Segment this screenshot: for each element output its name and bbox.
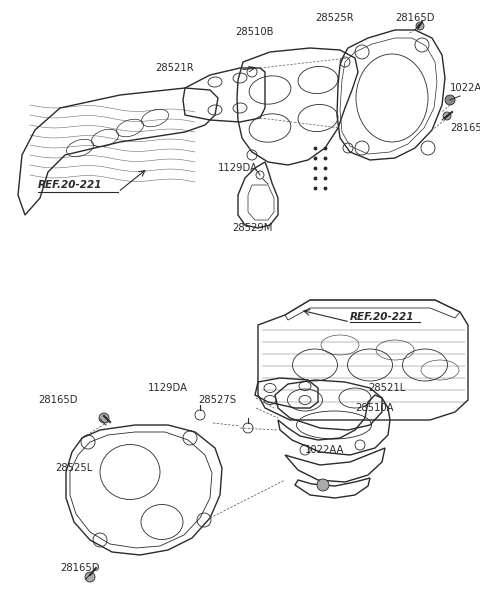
Text: 28510B: 28510B [236, 27, 274, 37]
Circle shape [443, 112, 451, 120]
Circle shape [445, 95, 455, 105]
Text: 1129DA: 1129DA [218, 163, 258, 173]
Text: 28527S: 28527S [198, 395, 236, 405]
Text: 28165D: 28165D [60, 563, 100, 573]
Text: 28165D: 28165D [38, 395, 77, 405]
Text: 28525R: 28525R [316, 13, 354, 23]
Circle shape [317, 479, 329, 491]
Text: 28521R: 28521R [156, 63, 194, 73]
Text: 28510A: 28510A [355, 403, 394, 413]
Text: REF.20-221: REF.20-221 [38, 180, 103, 190]
Text: 28521L: 28521L [368, 383, 405, 393]
Text: 28165D: 28165D [450, 123, 480, 133]
Text: 28525L: 28525L [55, 463, 92, 473]
Text: 28165D: 28165D [395, 13, 435, 23]
Circle shape [85, 572, 95, 582]
Text: 28529M: 28529M [232, 223, 272, 233]
Text: 1022AA: 1022AA [305, 445, 344, 455]
Circle shape [99, 413, 109, 423]
Text: REF.20-221: REF.20-221 [350, 312, 415, 322]
Text: 1022AA: 1022AA [450, 83, 480, 93]
Text: 1129DA: 1129DA [148, 383, 188, 393]
Circle shape [416, 22, 424, 30]
